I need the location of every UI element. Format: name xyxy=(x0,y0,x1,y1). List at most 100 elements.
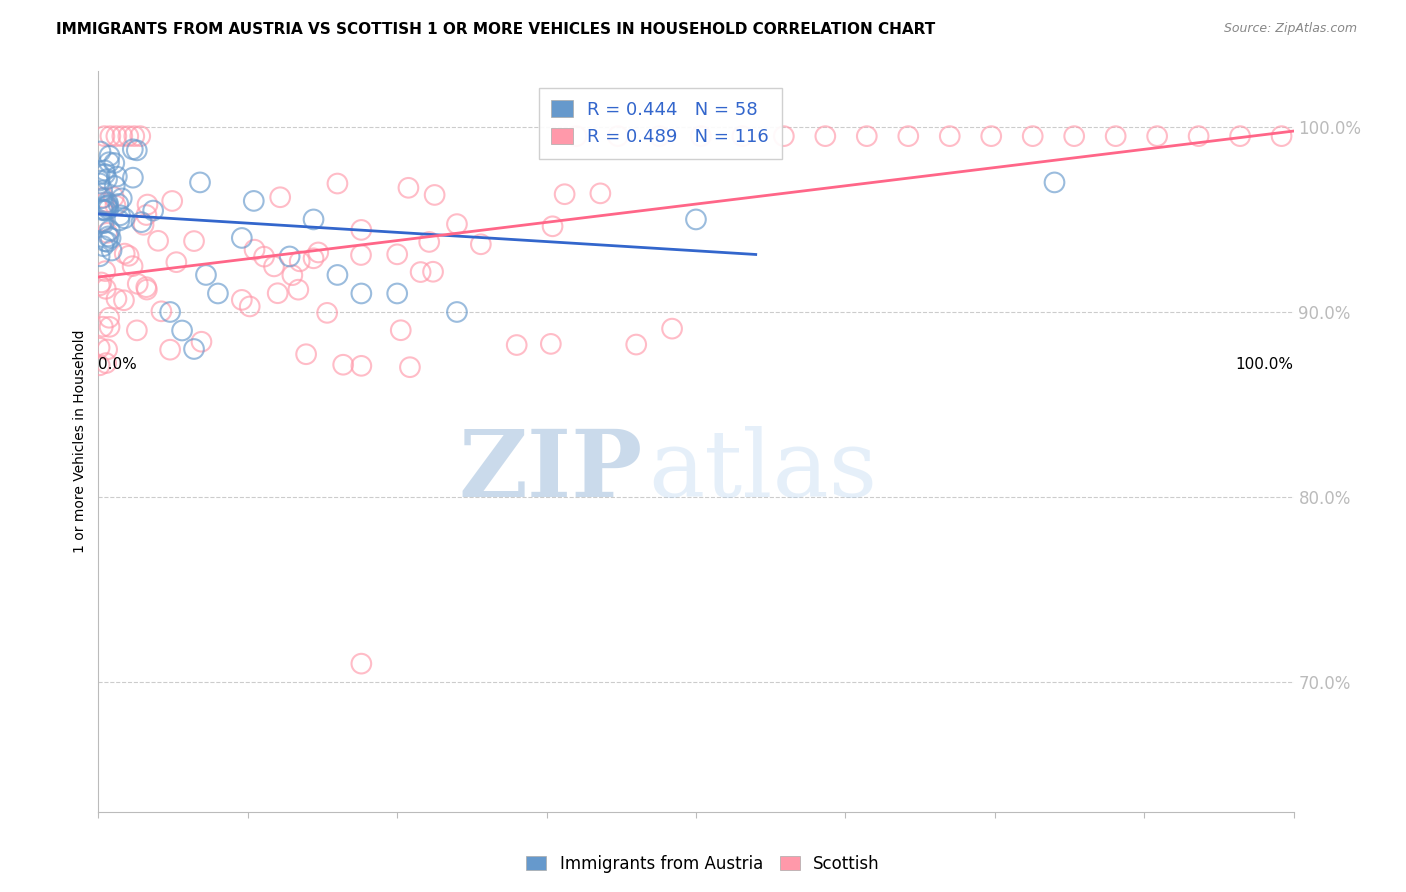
Point xyxy=(121,259,143,273)
Point xyxy=(423,188,446,202)
Point xyxy=(350,223,373,237)
Point xyxy=(124,129,146,144)
Point xyxy=(135,283,157,297)
Point xyxy=(389,323,412,337)
Point xyxy=(98,149,121,163)
Legend: R = 0.444   N = 58, R = 0.489   N = 116: R = 0.444 N = 58, R = 0.489 N = 116 xyxy=(538,87,782,159)
Point xyxy=(93,196,115,211)
Y-axis label: 1 or more Vehicles in Household: 1 or more Vehicles in Household xyxy=(73,330,87,553)
Point xyxy=(385,247,409,261)
Point xyxy=(396,181,419,195)
Point xyxy=(125,323,148,337)
Point xyxy=(98,310,121,325)
Point xyxy=(142,203,165,218)
Point xyxy=(446,217,468,231)
Point xyxy=(554,187,576,202)
Point xyxy=(89,145,111,159)
Text: 0.0%: 0.0% xyxy=(98,357,138,372)
Point xyxy=(302,212,325,227)
Point xyxy=(98,319,121,334)
Point xyxy=(648,129,671,144)
Point xyxy=(104,179,127,194)
Point xyxy=(195,268,218,282)
Point xyxy=(94,282,117,296)
Point xyxy=(89,341,111,355)
Point xyxy=(94,203,117,218)
Point xyxy=(125,144,148,158)
Point xyxy=(96,172,118,186)
Point xyxy=(94,167,117,181)
Point xyxy=(108,208,131,222)
Point xyxy=(100,244,122,258)
Point xyxy=(267,286,290,301)
Point xyxy=(98,155,121,169)
Point xyxy=(91,203,114,218)
Point xyxy=(172,323,194,337)
Point xyxy=(104,198,127,212)
Point xyxy=(1022,129,1045,144)
Point xyxy=(111,129,134,144)
Point xyxy=(146,234,169,248)
Point xyxy=(94,234,117,248)
Point xyxy=(980,129,1002,144)
Point xyxy=(773,129,796,144)
Point xyxy=(136,197,159,211)
Point xyxy=(160,194,183,208)
Point xyxy=(91,202,114,217)
Point xyxy=(129,129,152,144)
Point xyxy=(96,200,118,214)
Point xyxy=(326,268,349,282)
Point xyxy=(626,337,648,351)
Point xyxy=(97,202,120,216)
Point xyxy=(97,229,120,244)
Point xyxy=(350,286,373,301)
Point xyxy=(135,208,157,222)
Point xyxy=(243,194,266,208)
Point xyxy=(132,218,155,232)
Point xyxy=(607,129,630,144)
Point xyxy=(111,191,134,205)
Point xyxy=(96,343,118,357)
Point xyxy=(939,129,962,144)
Point xyxy=(93,216,115,230)
Point xyxy=(418,235,440,249)
Point xyxy=(159,305,181,319)
Point xyxy=(93,163,115,178)
Point xyxy=(114,246,136,260)
Point xyxy=(93,129,115,144)
Point xyxy=(91,239,114,253)
Point xyxy=(94,356,117,370)
Point xyxy=(89,249,111,263)
Point xyxy=(91,184,114,198)
Point xyxy=(1043,175,1066,190)
Point xyxy=(302,252,325,266)
Legend: Immigrants from Austria, Scottish: Immigrants from Austria, Scottish xyxy=(520,848,886,880)
Point xyxy=(281,268,304,282)
Text: atlas: atlas xyxy=(648,426,877,516)
Point xyxy=(89,167,111,181)
Point xyxy=(183,342,205,356)
Point xyxy=(350,248,373,262)
Point xyxy=(122,170,145,185)
Point xyxy=(183,234,205,248)
Point xyxy=(661,321,683,335)
Point xyxy=(98,223,121,237)
Point xyxy=(100,231,122,245)
Point xyxy=(1271,129,1294,144)
Point xyxy=(90,191,112,205)
Point xyxy=(685,212,707,227)
Point xyxy=(93,191,115,205)
Point xyxy=(422,265,444,279)
Point xyxy=(541,219,564,234)
Point xyxy=(1146,129,1168,144)
Point xyxy=(91,214,114,228)
Point xyxy=(90,276,112,290)
Point xyxy=(188,175,211,190)
Point xyxy=(814,129,837,144)
Point xyxy=(117,129,139,144)
Point xyxy=(446,305,468,319)
Point xyxy=(307,245,329,260)
Point xyxy=(295,347,318,361)
Point xyxy=(231,231,253,245)
Point xyxy=(90,215,112,229)
